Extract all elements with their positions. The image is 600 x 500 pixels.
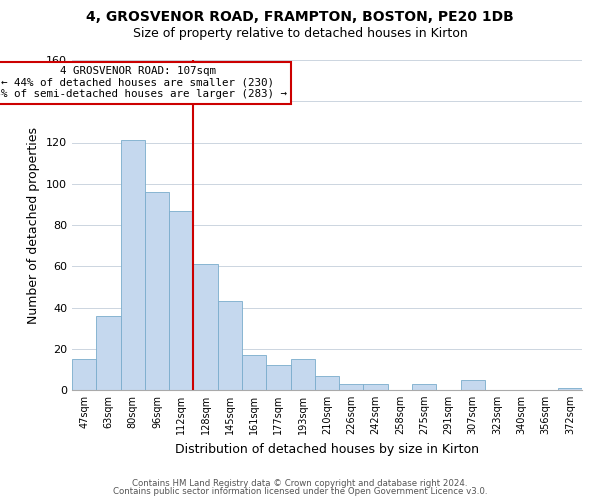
- Bar: [364, 384, 388, 390]
- Bar: [242, 355, 266, 390]
- Text: Size of property relative to detached houses in Kirton: Size of property relative to detached ho…: [133, 28, 467, 40]
- Text: 4 GROSVENOR ROAD: 107sqm
← 44% of detached houses are smaller (230)
55% of semi-: 4 GROSVENOR ROAD: 107sqm ← 44% of detach…: [0, 66, 287, 100]
- Bar: [339, 384, 364, 390]
- Bar: [558, 388, 582, 390]
- Text: 4, GROSVENOR ROAD, FRAMPTON, BOSTON, PE20 1DB: 4, GROSVENOR ROAD, FRAMPTON, BOSTON, PE2…: [86, 10, 514, 24]
- Bar: [96, 316, 121, 390]
- Bar: [193, 264, 218, 390]
- Bar: [290, 359, 315, 390]
- Bar: [461, 380, 485, 390]
- Bar: [412, 384, 436, 390]
- Text: Contains HM Land Registry data © Crown copyright and database right 2024.: Contains HM Land Registry data © Crown c…: [132, 478, 468, 488]
- Bar: [145, 192, 169, 390]
- X-axis label: Distribution of detached houses by size in Kirton: Distribution of detached houses by size …: [175, 442, 479, 456]
- Y-axis label: Number of detached properties: Number of detached properties: [28, 126, 40, 324]
- Bar: [121, 140, 145, 390]
- Text: Contains public sector information licensed under the Open Government Licence v3: Contains public sector information licen…: [113, 487, 487, 496]
- Bar: [266, 365, 290, 390]
- Bar: [315, 376, 339, 390]
- Bar: [218, 302, 242, 390]
- Bar: [72, 359, 96, 390]
- Bar: [169, 210, 193, 390]
